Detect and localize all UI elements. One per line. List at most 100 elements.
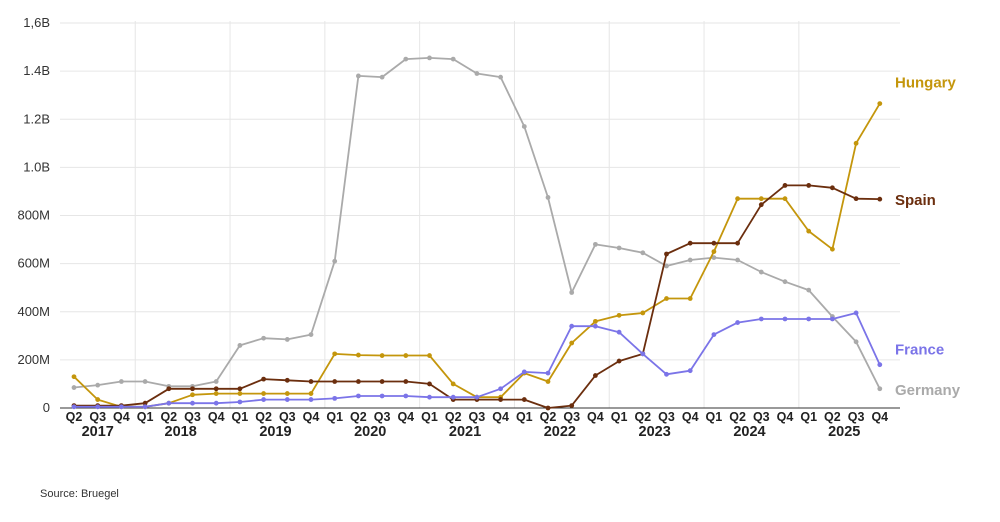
x-axis: Q2 Q3 Q4 Q1 Q2 Q3 Q4 Q1 Q2 Q3 Q4 Q1 Q2 Q3 Q4 Q1 Q2 Q3 Q4 Q1… <box>60 407 900 440</box>
data-point-spain <box>332 379 338 384</box>
quarter-tick-label: Q3 <box>374 410 391 424</box>
year-label: 2021 <box>449 424 481 440</box>
data-point-germany <box>711 255 717 261</box>
data-point-france <box>284 397 290 402</box>
quarter-tick-label: Q4 <box>682 410 699 424</box>
data-point-hungary <box>711 249 717 254</box>
data-point-hungary <box>806 228 812 234</box>
quarter-tick-label: Q4 <box>777 410 794 424</box>
data-point-germany <box>806 287 812 293</box>
data-point-france <box>142 404 148 410</box>
data-point-france <box>569 323 575 329</box>
year-label: 2024 <box>733 424 765 440</box>
quarter-tick-label: Q1 <box>611 410 628 424</box>
data-point-germany <box>332 258 338 264</box>
data-point-hungary <box>782 196 788 202</box>
data-point-france <box>830 316 835 322</box>
data-point-hungary <box>190 392 195 398</box>
data-point-hungary <box>758 196 764 202</box>
data-point-hungary <box>545 379 551 384</box>
data-point-france <box>95 404 101 410</box>
data-point-hungary <box>237 391 243 396</box>
data-point-spain <box>830 185 835 191</box>
y-tick-label: 1.4B <box>23 63 50 78</box>
data-point-hungary <box>261 391 266 396</box>
series-label-germany: Germany <box>895 382 961 399</box>
data-point-spain <box>782 183 788 188</box>
data-point-germany <box>284 337 290 342</box>
data-point-germany <box>498 74 503 80</box>
data-point-hungary <box>71 374 77 380</box>
data-point-hungary <box>853 140 859 146</box>
quarter-tick-label: Q1 <box>706 410 723 424</box>
data-point-germany <box>877 386 883 392</box>
data-point-france <box>687 368 693 374</box>
y-tick-label: 1.0B <box>23 159 50 174</box>
data-point-germany <box>758 269 764 275</box>
y-axis: 0 200M 400M 600M 800M 1.0B 1.2B 1.4B 1,6B <box>17 15 50 415</box>
data-point-france <box>237 399 243 405</box>
data-point-france <box>379 393 385 399</box>
data-point-france <box>498 386 503 392</box>
data-point-hungary <box>569 340 575 346</box>
data-point-germany <box>379 74 385 80</box>
year-label: 2025 <box>828 424 860 440</box>
data-point-hungary <box>213 391 219 396</box>
quarter-tick-label: Q2 <box>729 410 746 424</box>
data-point-hungary <box>877 101 883 107</box>
y-tick-label: 1.2B <box>23 111 50 126</box>
data-point-hungary <box>379 353 385 358</box>
quarter-tick-label: Q1 <box>516 410 533 424</box>
quarter-tick-label: Q3 <box>279 410 296 424</box>
data-point-germany <box>521 124 527 129</box>
data-point-hungary <box>450 381 456 387</box>
quarter-tick-label: Q1 <box>421 410 438 424</box>
data-point-spain <box>616 358 622 364</box>
quarter-tick-label: Q3 <box>753 410 770 424</box>
data-point-france <box>190 400 195 406</box>
data-point-france <box>782 316 788 322</box>
series-group <box>71 55 883 411</box>
data-point-spain <box>261 376 266 382</box>
series-label-spain: Spain <box>895 192 936 209</box>
data-point-france <box>119 404 124 410</box>
quarter-tick-label: Q4 <box>303 410 320 424</box>
data-point-hungary <box>356 352 361 358</box>
y-tick-label: 600M <box>17 256 50 271</box>
data-point-spain <box>569 403 575 408</box>
data-point-hungary <box>95 397 101 402</box>
quarter-tick-label: Q2 <box>350 410 367 424</box>
quarter-tick-label: Q3 <box>184 410 201 424</box>
y-tick-label: 400M <box>17 304 50 319</box>
series-labels: Germany Hungary Spain France <box>895 75 961 399</box>
source-note: Source: Bruegel <box>40 488 119 500</box>
data-point-france <box>711 332 717 338</box>
quarter-tick-label: Q2 <box>824 410 841 424</box>
data-point-germany <box>782 279 788 285</box>
data-point-hungary <box>284 391 290 396</box>
data-point-germany <box>356 73 361 79</box>
series-line-germany <box>73 57 881 390</box>
quarter-tick-label: Q3 <box>89 410 106 424</box>
data-point-germany <box>616 245 622 251</box>
data-point-spain <box>758 202 764 208</box>
data-point-hungary <box>403 353 409 358</box>
data-point-germany <box>71 385 77 390</box>
data-point-france <box>427 394 432 400</box>
quarter-tick-label: Q4 <box>113 410 130 424</box>
data-point-germany <box>119 379 124 384</box>
quarter-tick-label: Q4 <box>871 410 888 424</box>
data-point-spain <box>521 397 527 402</box>
data-point-germany <box>237 343 243 348</box>
data-point-germany <box>664 263 669 269</box>
data-point-spain <box>853 196 859 202</box>
data-point-france <box>403 393 409 399</box>
data-point-spain <box>877 196 883 202</box>
y-tick-label: 200M <box>17 352 50 367</box>
data-point-hungary <box>687 296 693 301</box>
quarter-tick-label: Q2 <box>66 410 83 424</box>
quarter-tick-label: Q1 <box>137 410 154 424</box>
data-point-germany <box>308 332 314 338</box>
quarter-tick-label: Q4 <box>208 410 225 424</box>
gridlines <box>60 21 900 408</box>
